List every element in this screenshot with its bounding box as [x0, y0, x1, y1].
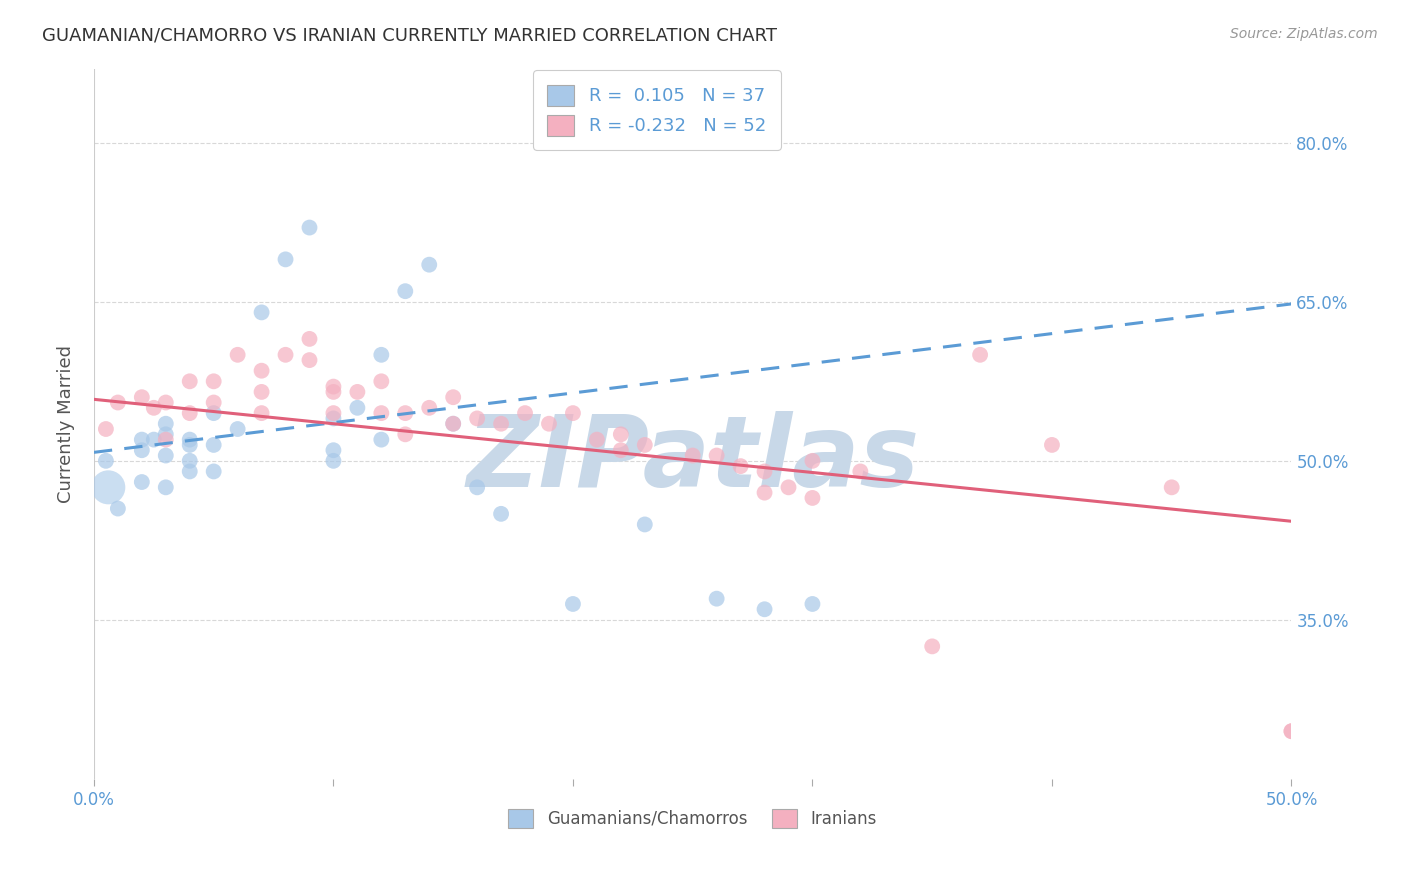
Point — [513, 406, 536, 420]
Point — [441, 417, 464, 431]
Point — [1160, 480, 1182, 494]
Point — [322, 384, 344, 399]
Point — [322, 411, 344, 425]
Point — [298, 220, 321, 235]
Point — [179, 374, 201, 388]
Point — [969, 348, 991, 362]
Point — [250, 305, 273, 319]
Point — [778, 480, 800, 494]
Point — [1040, 438, 1063, 452]
Text: ZIPatlas: ZIPatlas — [467, 410, 920, 508]
Point — [754, 465, 776, 479]
Point — [107, 395, 129, 409]
Point — [298, 332, 321, 346]
Point — [155, 480, 177, 494]
Point — [322, 454, 344, 468]
Point — [706, 591, 728, 606]
Point — [394, 284, 416, 298]
Point — [682, 449, 704, 463]
Point — [274, 348, 297, 362]
Point — [142, 401, 165, 415]
Point — [441, 417, 464, 431]
Point — [179, 438, 201, 452]
Point — [801, 597, 824, 611]
Point — [322, 379, 344, 393]
Point — [370, 348, 392, 362]
Point — [610, 427, 633, 442]
Point — [370, 433, 392, 447]
Point — [131, 390, 153, 404]
Point — [155, 449, 177, 463]
Point — [849, 465, 872, 479]
Point — [346, 401, 368, 415]
Point — [155, 417, 177, 431]
Point — [921, 640, 943, 654]
Point — [131, 443, 153, 458]
Point — [418, 401, 440, 415]
Legend: Guamanians/Chamorros, Iranians: Guamanians/Chamorros, Iranians — [502, 802, 883, 835]
Text: GUAMANIAN/CHAMORRO VS IRANIAN CURRENTLY MARRIED CORRELATION CHART: GUAMANIAN/CHAMORRO VS IRANIAN CURRENTLY … — [42, 27, 778, 45]
Point — [634, 438, 657, 452]
Point — [370, 406, 392, 420]
Point — [179, 433, 201, 447]
Point — [94, 454, 117, 468]
Point — [155, 427, 177, 442]
Point — [418, 258, 440, 272]
Point — [107, 501, 129, 516]
Point — [730, 459, 752, 474]
Point — [179, 454, 201, 468]
Point — [202, 465, 225, 479]
Point — [537, 417, 560, 431]
Point — [322, 443, 344, 458]
Point — [155, 395, 177, 409]
Point — [634, 517, 657, 532]
Y-axis label: Currently Married: Currently Married — [58, 344, 75, 503]
Point — [754, 602, 776, 616]
Point — [226, 422, 249, 436]
Point — [226, 348, 249, 362]
Point — [561, 597, 583, 611]
Point — [202, 374, 225, 388]
Point — [1281, 724, 1303, 739]
Point — [754, 485, 776, 500]
Point — [202, 438, 225, 452]
Point — [250, 406, 273, 420]
Point — [155, 433, 177, 447]
Point — [610, 443, 633, 458]
Point — [274, 252, 297, 267]
Point — [131, 433, 153, 447]
Point — [202, 395, 225, 409]
Point — [801, 491, 824, 505]
Point — [179, 406, 201, 420]
Point — [706, 449, 728, 463]
Point — [489, 507, 512, 521]
Point — [465, 480, 488, 494]
Point — [202, 406, 225, 420]
Point — [441, 390, 464, 404]
Point — [561, 406, 583, 420]
Point — [298, 353, 321, 368]
Point — [489, 417, 512, 431]
Point — [322, 406, 344, 420]
Point — [97, 480, 120, 494]
Point — [131, 475, 153, 489]
Point — [179, 465, 201, 479]
Point — [801, 454, 824, 468]
Point — [142, 433, 165, 447]
Point — [586, 433, 609, 447]
Point — [1281, 724, 1303, 739]
Text: Source: ZipAtlas.com: Source: ZipAtlas.com — [1230, 27, 1378, 41]
Point — [94, 422, 117, 436]
Point — [250, 384, 273, 399]
Point — [465, 411, 488, 425]
Point — [370, 374, 392, 388]
Point — [394, 427, 416, 442]
Point — [346, 384, 368, 399]
Point — [250, 364, 273, 378]
Point — [394, 406, 416, 420]
